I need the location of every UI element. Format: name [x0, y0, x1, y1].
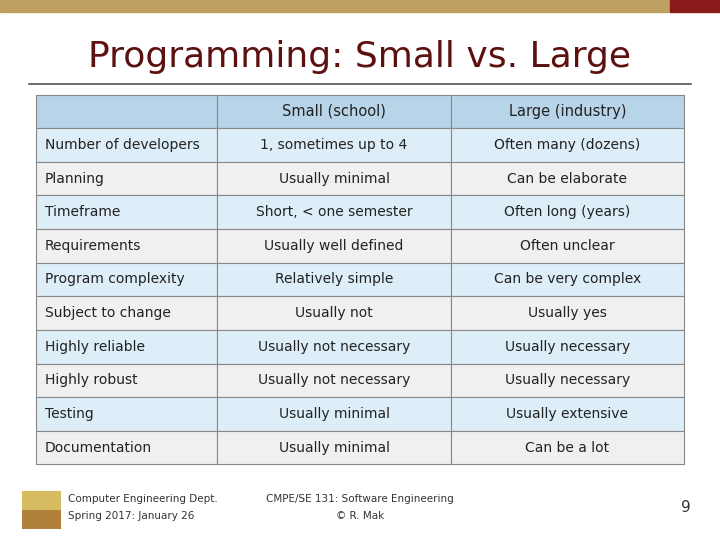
- Bar: [451, 363, 684, 397]
- Bar: [451, 162, 684, 195]
- Text: Testing: Testing: [45, 407, 94, 421]
- Text: Small (school): Small (school): [282, 104, 386, 119]
- Text: 9: 9: [681, 500, 691, 515]
- Text: Usually not necessary: Usually not necessary: [258, 340, 410, 354]
- Bar: [217, 262, 451, 296]
- Text: Documentation: Documentation: [45, 441, 152, 455]
- Text: Usually necessary: Usually necessary: [505, 340, 630, 354]
- Text: Usually well defined: Usually well defined: [264, 239, 404, 253]
- Bar: [22, 491, 61, 529]
- Bar: [36, 229, 217, 262]
- Bar: [36, 431, 217, 464]
- Text: Can be very complex: Can be very complex: [494, 273, 641, 286]
- Text: Can be elaborate: Can be elaborate: [508, 172, 627, 186]
- Bar: [217, 162, 451, 195]
- Bar: [451, 229, 684, 262]
- Bar: [36, 397, 217, 431]
- Text: Programming: Small vs. Large: Programming: Small vs. Large: [89, 40, 631, 73]
- Text: Usually not: Usually not: [295, 306, 373, 320]
- Bar: [36, 162, 217, 195]
- Bar: [670, 0, 720, 12]
- Text: Usually minimal: Usually minimal: [279, 407, 390, 421]
- Bar: [451, 296, 684, 330]
- Text: Short, < one semester: Short, < one semester: [256, 205, 413, 219]
- Bar: [451, 262, 684, 296]
- Text: © R. Mak: © R. Mak: [336, 511, 384, 521]
- Text: Planning: Planning: [45, 172, 104, 186]
- Bar: [217, 229, 451, 262]
- Bar: [451, 94, 684, 128]
- Text: Usually not necessary: Usually not necessary: [258, 373, 410, 387]
- Bar: [36, 128, 217, 162]
- Text: Relatively simple: Relatively simple: [275, 273, 393, 286]
- Bar: [217, 296, 451, 330]
- Text: Usually necessary: Usually necessary: [505, 373, 630, 387]
- Bar: [0, 0, 670, 12]
- Bar: [451, 431, 684, 464]
- Bar: [36, 363, 217, 397]
- Bar: [451, 195, 684, 229]
- Bar: [36, 296, 217, 330]
- Bar: [217, 128, 451, 162]
- Bar: [36, 262, 217, 296]
- Text: Program complexity: Program complexity: [45, 273, 184, 286]
- Text: Large (industry): Large (industry): [508, 104, 626, 119]
- Text: Number of developers: Number of developers: [45, 138, 199, 152]
- Bar: [22, 510, 61, 529]
- Bar: [36, 94, 217, 128]
- Text: Highly robust: Highly robust: [45, 373, 138, 387]
- Text: Often many (dozens): Often many (dozens): [494, 138, 641, 152]
- Bar: [217, 195, 451, 229]
- Text: Spring 2017: January 26: Spring 2017: January 26: [68, 511, 195, 521]
- Bar: [217, 431, 451, 464]
- Text: Timeframe: Timeframe: [45, 205, 120, 219]
- Text: Usually extensive: Usually extensive: [506, 407, 629, 421]
- Text: CMPE/SE 131: Software Engineering: CMPE/SE 131: Software Engineering: [266, 495, 454, 504]
- Text: Computer Engineering Dept.: Computer Engineering Dept.: [68, 495, 218, 504]
- Text: Usually yes: Usually yes: [528, 306, 607, 320]
- Text: Usually minimal: Usually minimal: [279, 172, 390, 186]
- Bar: [451, 128, 684, 162]
- Text: Highly reliable: Highly reliable: [45, 340, 145, 354]
- Bar: [451, 330, 684, 363]
- Text: Usually minimal: Usually minimal: [279, 441, 390, 455]
- Text: Requirements: Requirements: [45, 239, 141, 253]
- Text: Often unclear: Often unclear: [520, 239, 615, 253]
- Bar: [217, 363, 451, 397]
- Bar: [217, 330, 451, 363]
- Text: 1, sometimes up to 4: 1, sometimes up to 4: [261, 138, 408, 152]
- Text: Can be a lot: Can be a lot: [526, 441, 609, 455]
- Bar: [451, 397, 684, 431]
- Text: Subject to change: Subject to change: [45, 306, 171, 320]
- Bar: [36, 330, 217, 363]
- Text: Often long (years): Often long (years): [504, 205, 631, 219]
- Bar: [36, 195, 217, 229]
- Bar: [217, 397, 451, 431]
- Bar: [217, 94, 451, 128]
